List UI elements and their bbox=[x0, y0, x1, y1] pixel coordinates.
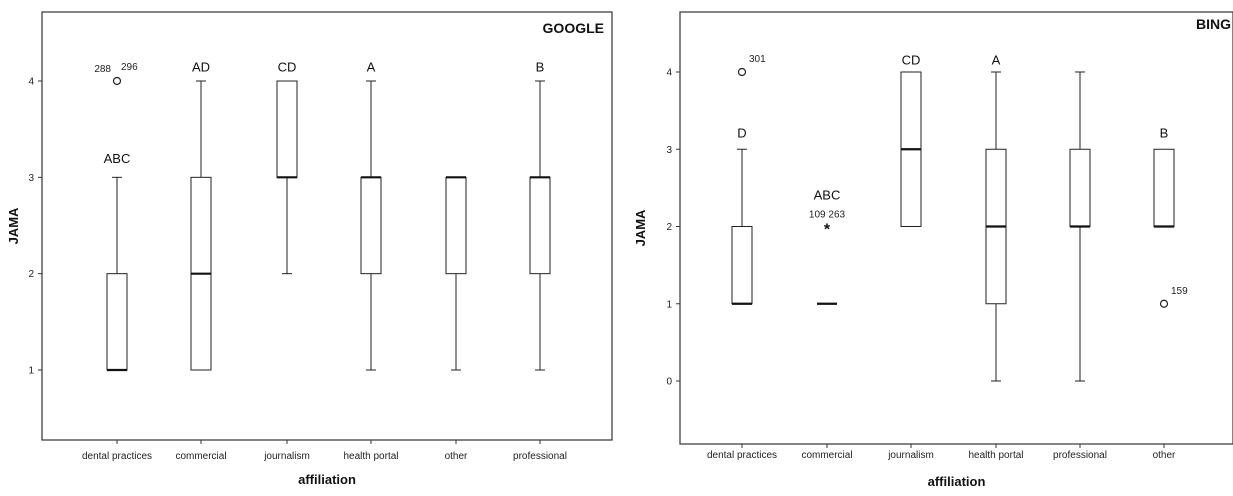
box-professional bbox=[529, 80, 551, 371]
chart-panel-google: GOOGLE 1 2 3 4 JAMA dental practices commercial… bbox=[6, 11, 613, 487]
x-tick-label: professional bbox=[1053, 450, 1107, 461]
group-label: CD bbox=[902, 52, 921, 67]
group-label: A bbox=[992, 52, 1001, 67]
x-tick-label: health portal bbox=[968, 450, 1023, 461]
y-axis-label: JAMA bbox=[633, 209, 648, 246]
x-tick-label: journalism bbox=[887, 450, 934, 461]
box-iqr bbox=[529, 176, 551, 275]
y-tick-label: 3 bbox=[666, 145, 672, 156]
box-iqr bbox=[106, 273, 128, 371]
box-other bbox=[1153, 148, 1175, 228]
outlier-marker bbox=[112, 76, 122, 86]
y-tick-label: 2 bbox=[28, 269, 34, 280]
box-iqr bbox=[276, 80, 298, 178]
group-label: CD bbox=[278, 59, 297, 74]
chart-title: BING bbox=[1196, 16, 1231, 32]
outlier-case-label: 159 bbox=[1171, 286, 1188, 297]
x-tick-label: other bbox=[1153, 450, 1176, 461]
box-other bbox=[445, 176, 467, 371]
x-tick-label: commercial bbox=[175, 451, 226, 462]
box-dental-practices bbox=[106, 176, 128, 372]
box-health-portal bbox=[985, 71, 1007, 382]
y-tick-label: 1 bbox=[28, 366, 34, 377]
box-iqr bbox=[1069, 148, 1091, 227]
x-tick-label: other bbox=[445, 451, 468, 462]
y-axis-label: JAMA bbox=[6, 207, 21, 244]
chart-title: GOOGLE bbox=[543, 20, 604, 36]
group-label: ABC bbox=[814, 187, 841, 202]
y-tick-label: 0 bbox=[666, 377, 672, 388]
box-professional bbox=[1069, 71, 1091, 382]
group-label: B bbox=[536, 59, 545, 74]
y-tick-label: 4 bbox=[666, 68, 672, 79]
outlier-case-label: 296 bbox=[121, 62, 138, 73]
x-axis-label: affiliation bbox=[298, 472, 356, 487]
box-dental-practices bbox=[731, 148, 753, 305]
box-commercial bbox=[190, 80, 212, 371]
box-iqr bbox=[1153, 148, 1175, 227]
outlier-case-label: 301 bbox=[749, 54, 766, 65]
chart-panel-bing: BING 0 1 2 3 4 JAMA dental practices commercial j… bbox=[633, 11, 1233, 489]
group-label: B bbox=[1160, 126, 1169, 141]
group-label: A bbox=[367, 59, 376, 74]
outlier-case-label: 288 bbox=[94, 64, 111, 75]
x-axis-label: affiliation bbox=[928, 474, 986, 489]
box-journalism bbox=[276, 80, 298, 275]
box-health-portal bbox=[360, 80, 382, 371]
box-iqr bbox=[445, 176, 467, 275]
plot-frame bbox=[679, 11, 1233, 445]
y-tick-label: 4 bbox=[28, 77, 34, 88]
x-tick-label: professional bbox=[513, 451, 567, 462]
x-tick-label: dental practices bbox=[82, 451, 152, 462]
group-label: D bbox=[737, 126, 746, 141]
outlier-marker bbox=[737, 67, 747, 77]
box-iqr bbox=[360, 176, 382, 275]
outlier-marker bbox=[1159, 299, 1169, 308]
outlier-extreme-marker: * bbox=[824, 222, 831, 239]
group-label: ABC bbox=[104, 151, 131, 166]
y-tick-label: 1 bbox=[666, 299, 672, 310]
x-tick-label: commercial bbox=[801, 450, 852, 461]
box-journalism bbox=[900, 71, 922, 227]
x-tick-label: dental practices bbox=[707, 450, 777, 461]
x-tick-label: journalism bbox=[263, 451, 310, 462]
y-tick-label: 2 bbox=[666, 222, 672, 233]
box-iqr bbox=[731, 226, 753, 305]
x-tick-label: health portal bbox=[343, 451, 398, 462]
y-tick-label: 3 bbox=[28, 173, 34, 184]
outlier-case-label: 109 263 bbox=[809, 210, 846, 221]
group-label: AD bbox=[192, 59, 210, 74]
plot-frame bbox=[41, 11, 613, 441]
